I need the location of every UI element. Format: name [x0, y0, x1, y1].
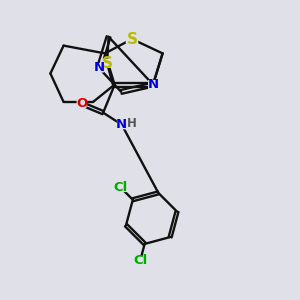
FancyBboxPatch shape: [148, 80, 158, 89]
Text: N: N: [116, 118, 127, 131]
FancyBboxPatch shape: [117, 120, 127, 129]
Text: S: S: [127, 32, 137, 46]
Text: Cl: Cl: [113, 181, 128, 194]
Text: O: O: [76, 97, 87, 110]
FancyBboxPatch shape: [101, 58, 113, 68]
Text: N: N: [147, 78, 159, 91]
FancyBboxPatch shape: [94, 63, 104, 73]
Text: S: S: [102, 56, 112, 71]
FancyBboxPatch shape: [126, 34, 138, 44]
Text: N: N: [93, 61, 104, 74]
FancyBboxPatch shape: [76, 99, 86, 108]
Text: H: H: [126, 117, 136, 130]
Text: Cl: Cl: [133, 254, 147, 267]
FancyBboxPatch shape: [133, 256, 147, 266]
FancyBboxPatch shape: [114, 183, 128, 192]
